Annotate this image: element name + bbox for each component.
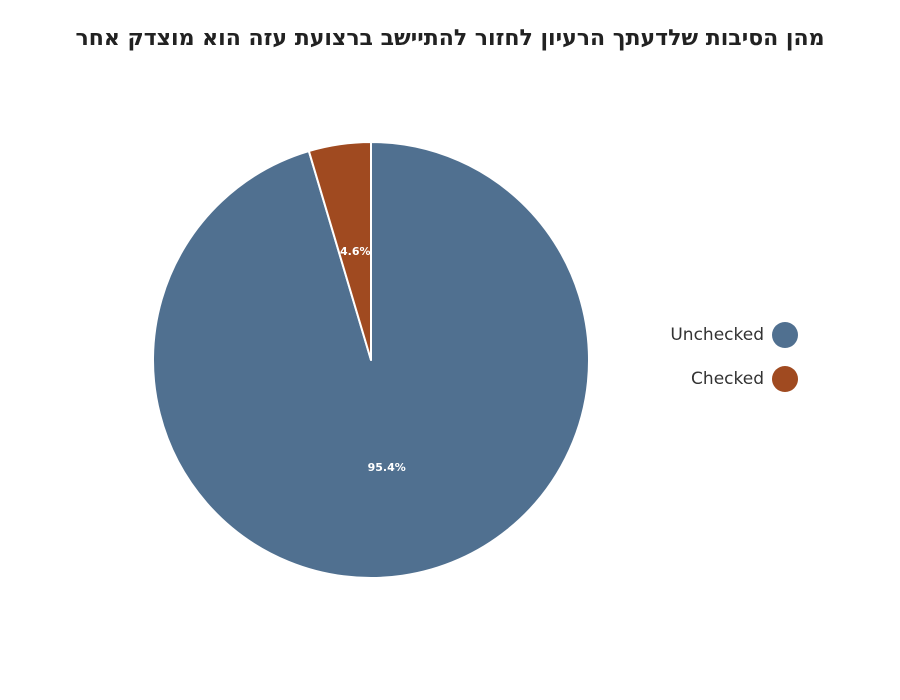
pie-label-unchecked: 95.4% [368,461,406,474]
chart-title: מהן הסיבות שלדעתך הרעיון לחזור להתיישב ב… [75,26,825,51]
legend-label-checked: Checked [691,369,764,389]
pie-labels: 95.4% 4.6% [340,245,406,474]
pie-label-checked: 4.6% [340,245,371,258]
legend-label-unchecked: Unchecked [670,325,764,345]
legend-swatch-unchecked [772,322,798,348]
legend-item-checked[interactable]: Checked [691,366,798,392]
legend-item-unchecked[interactable]: Unchecked [670,322,798,348]
legend-swatch-checked [772,366,798,392]
legend: Unchecked Checked [670,322,798,392]
pie-slices [152,141,590,579]
pie-slice-checked[interactable] [307,141,372,361]
